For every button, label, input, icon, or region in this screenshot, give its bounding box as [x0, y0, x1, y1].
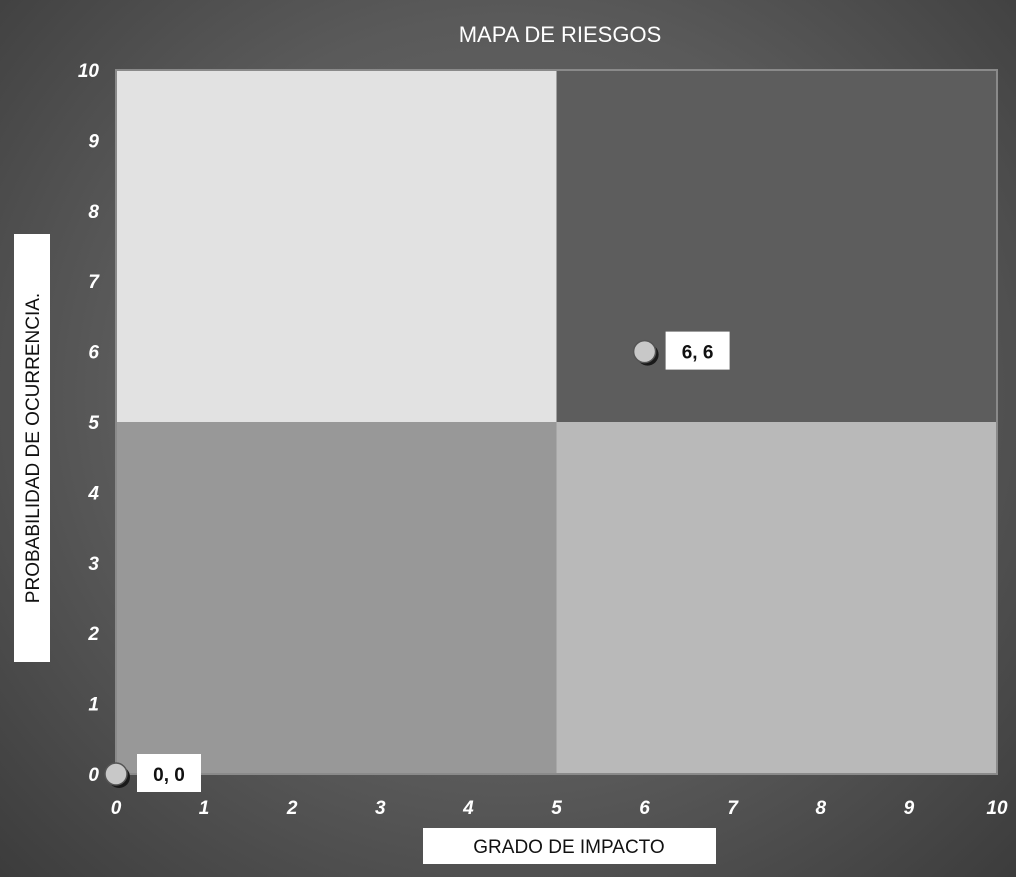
- y-tick-label: 0: [88, 765, 99, 786]
- x-tick-label: 5: [551, 798, 562, 819]
- x-tick-label: 10: [986, 798, 1008, 819]
- x-tick-label: 6: [639, 798, 650, 819]
- y-tick-label: 10: [78, 61, 100, 82]
- data-label-box: [665, 331, 730, 370]
- y-axis-label: PROBABILIDAD DE OCURRENCIA.: [23, 293, 44, 603]
- y-axis-label-box: [14, 234, 50, 662]
- y-tick-label: 2: [87, 624, 99, 645]
- y-tick-label: 6: [88, 343, 99, 364]
- plot-border: [115, 69, 998, 775]
- x-tick-label: 8: [816, 798, 827, 819]
- y-tick-label: 4: [87, 483, 99, 504]
- x-tick-label: 4: [462, 798, 474, 819]
- data-point: [104, 762, 128, 786]
- x-tick-label: 2: [286, 798, 298, 819]
- axes-layer: 0 1 2 3 4 5 6 7 8 9 10 0 1 2 3 4 5 6 7 8 9 10: [78, 61, 1008, 819]
- data-label-box: [137, 754, 201, 792]
- data-point: [632, 339, 657, 364]
- y-tick-label: 8: [88, 202, 99, 223]
- x-tick-label: 1: [199, 798, 210, 819]
- x-tick-label: 7: [727, 798, 739, 819]
- x-tick-label: 9: [904, 798, 915, 819]
- y-tick-label: 3: [88, 554, 99, 575]
- quadrant-1: [116, 70, 557, 422]
- quadrant-4: [556, 422, 997, 774]
- data-label: 0, 0: [153, 765, 185, 786]
- data-label: 6, 6: [682, 343, 714, 364]
- y-tick-label: 5: [88, 413, 99, 434]
- quadrant-layer: [115, 69, 998, 775]
- chart-title: MAPA DE RIESGOS: [459, 22, 662, 47]
- x-axis-label: GRADO DE IMPACTO: [473, 837, 664, 858]
- points-layer: 0, 0 6, 6: [104, 331, 730, 792]
- x-axis-label-box: [423, 828, 716, 864]
- x-tick-label: 3: [375, 798, 386, 819]
- y-tick-label: 1: [88, 695, 99, 716]
- x-tick-label: 0: [111, 798, 122, 819]
- quadrant-3: [116, 422, 557, 774]
- y-tick-label: 7: [88, 272, 100, 293]
- quadrant-2: [556, 70, 997, 422]
- y-tick-label: 9: [88, 131, 99, 152]
